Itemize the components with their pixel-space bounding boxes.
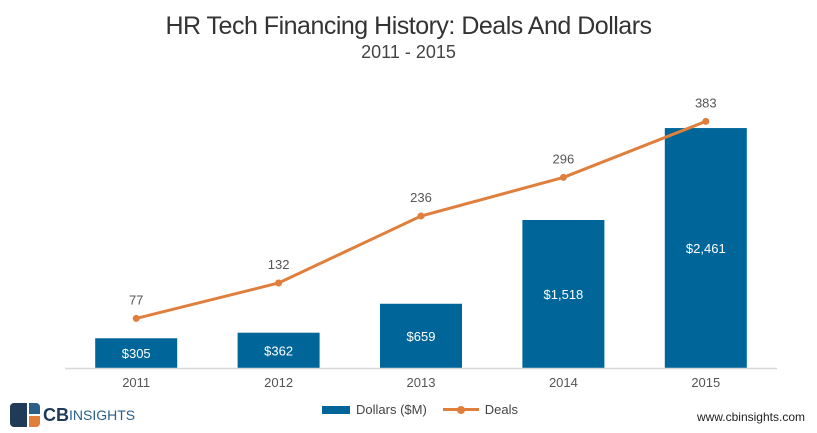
- deals-line: [135, 120, 707, 320]
- x-tick-2013: 2013: [407, 375, 436, 390]
- x-tick-2015: 2015: [691, 375, 720, 390]
- legend-label-dollars: Dollars ($M): [356, 402, 427, 417]
- x-tick-2014: 2014: [549, 375, 578, 390]
- legend-swatch-dollars: [322, 405, 350, 414]
- logo-text-cb: CB: [43, 404, 69, 425]
- deals-point-2015: [702, 117, 710, 125]
- x-tick-2012: 2012: [264, 375, 293, 390]
- bar-2014: [522, 219, 605, 368]
- legend-label-deals: Deals: [484, 402, 519, 417]
- logo-mark-icon: [10, 403, 40, 427]
- bar-label-2012: $362: [264, 343, 293, 358]
- deals-label-2014: 296: [553, 151, 575, 166]
- bar-label-2013: $659: [407, 329, 436, 344]
- deals-point-2013: [417, 212, 425, 220]
- cb-insights-logo: CB INSIGHTS: [10, 403, 135, 427]
- bar-label-2014: $1,518: [544, 287, 584, 302]
- x-tick-2011: 2011: [122, 375, 150, 390]
- bar-2012: [237, 332, 320, 368]
- source-url: www.cbinsights.com: [696, 410, 805, 424]
- bar-2011: [95, 338, 178, 368]
- bar-label-2011: $305: [122, 346, 151, 361]
- deals-label-2012: 132: [268, 257, 290, 272]
- deals-point-2012: [275, 279, 283, 287]
- legend-swatch-deals: [442, 405, 479, 414]
- chart-title: HR Tech Financing History: Deals And Dol…: [165, 12, 652, 40]
- deals-label-2015: 383: [695, 95, 717, 110]
- deals-point-2014: [559, 173, 567, 181]
- bar-label-2015: $2,461: [686, 241, 726, 256]
- logo-text-insights: INSIGHTS: [69, 407, 136, 423]
- deals-label-2013: 236: [410, 190, 432, 205]
- bar-2015: [664, 128, 747, 368]
- deals-label-2011: 77: [129, 292, 143, 307]
- chart-subtitle: 2011 - 2015: [361, 42, 456, 62]
- bar-2013: [380, 303, 462, 368]
- deals-point-2011: [132, 314, 140, 322]
- legend: Dollars ($M) Deals: [322, 402, 518, 417]
